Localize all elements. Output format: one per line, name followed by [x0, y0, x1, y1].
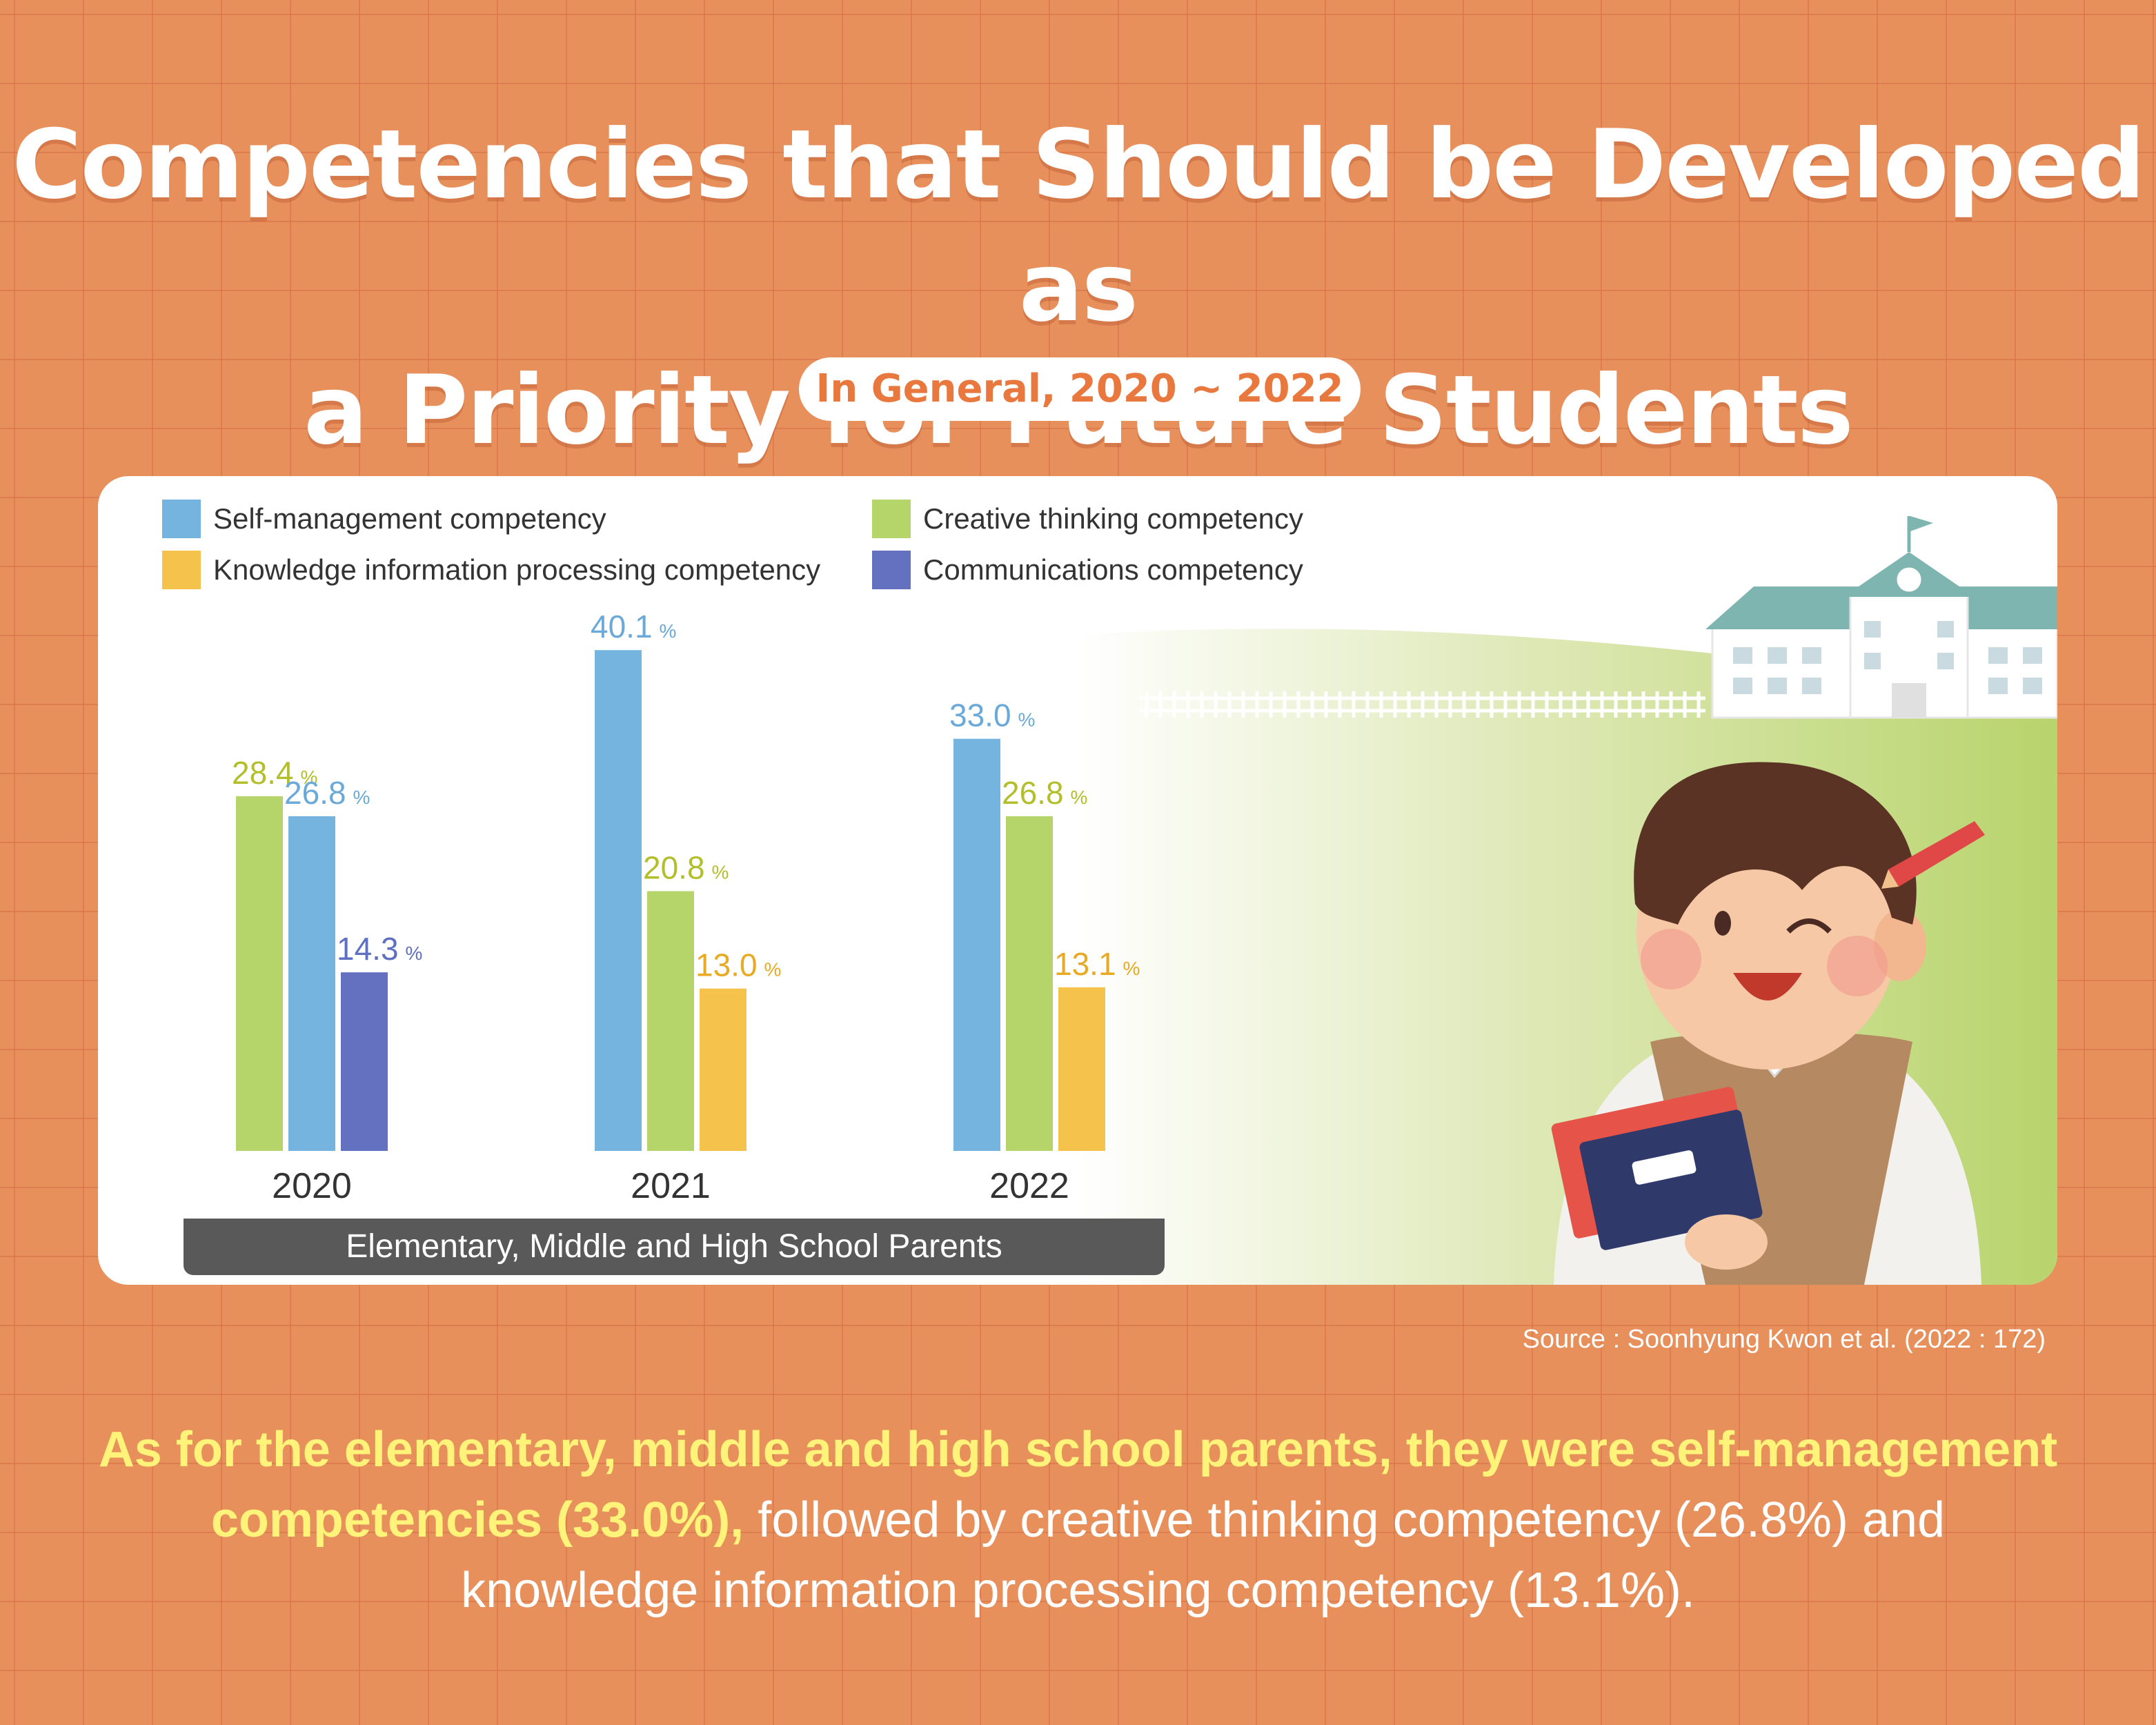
legend-label: Communications competency [923, 553, 1303, 586]
year-label-2022: 2022 [989, 1166, 1069, 1206]
fence [1140, 691, 1705, 718]
caption-highlight-1: As for the elementary, middle and high s… [98, 1422, 2058, 1477]
legend-swatch [872, 500, 911, 538]
legend-item-creative-thinking: Creative thinking competency [872, 500, 1303, 538]
bar-2021-0 [595, 650, 642, 1151]
caption-text-3: knowledge information processing compete… [461, 1563, 1695, 1618]
legend-label: Knowledge information processing compete… [213, 553, 821, 586]
legend-label: Creative thinking competency [923, 502, 1303, 535]
group-label-band: Elementary, Middle and High School Paren… [184, 1219, 1165, 1275]
legend-item-self-management: Self-management competency [162, 500, 606, 538]
subtitle-pill: In General, 2020 ~ 2022 [799, 357, 1361, 421]
student-with-books-and-school-illustration [1078, 516, 2057, 1285]
data-label-2021-1: 20.8% [643, 850, 729, 886]
bar-2021-1 [647, 891, 694, 1151]
year-label-2021: 2021 [631, 1166, 711, 1206]
data-label-2021-2: 13.0% [695, 947, 781, 983]
summary-caption: As for the elementary, middle and high s… [0, 1414, 2156, 1626]
year-label-2020: 2020 [272, 1166, 352, 1206]
data-label-2020-2: 14.3% [337, 931, 422, 967]
data-label-2020-1: 26.8% [284, 775, 370, 811]
legend-swatch [162, 500, 201, 538]
legend-swatch [872, 551, 911, 589]
school-building-icon [1705, 516, 2057, 719]
legend-label: Self-management competency [213, 502, 606, 535]
legend-swatch [162, 551, 201, 589]
bar-2022-2 [1058, 987, 1105, 1151]
bar-2022-0 [953, 738, 1000, 1151]
bar-2022-1 [1006, 816, 1053, 1151]
chart-card: 28.4% 26.8% 14.3% 2020 40.1% 20.8% 13.0% 2021 33… [98, 476, 2057, 1285]
data-label-2021-0: 40.1% [591, 609, 676, 644]
title-line-1: Competencies that Should be Developed as [12, 109, 2146, 343]
legend-item-knowledge-info: Knowledge information processing compete… [162, 551, 820, 589]
source-note: Source : Soonhyung Kwon et al. (2022 : 1… [1522, 1325, 2046, 1354]
data-label-2022-1: 26.8% [1002, 775, 1087, 811]
data-label-2022-0: 33.0% [949, 698, 1035, 733]
caption-highlight-2: competencies (33.0%), [210, 1492, 744, 1548]
legend-item-communications: Communications competency [872, 551, 1303, 589]
bar-2021-2 [700, 988, 746, 1151]
bar-2020-2 [341, 972, 388, 1151]
books-icon [1551, 1087, 1768, 1270]
caption-text-2: followed by creative thinking competency… [744, 1492, 1946, 1548]
data-label-2022-2: 13.1% [1054, 946, 1140, 982]
bar-2020-0 [236, 796, 283, 1151]
bar-2020-1 [288, 816, 335, 1151]
page-title: Competencies that Should be Developed as… [0, 103, 2156, 472]
